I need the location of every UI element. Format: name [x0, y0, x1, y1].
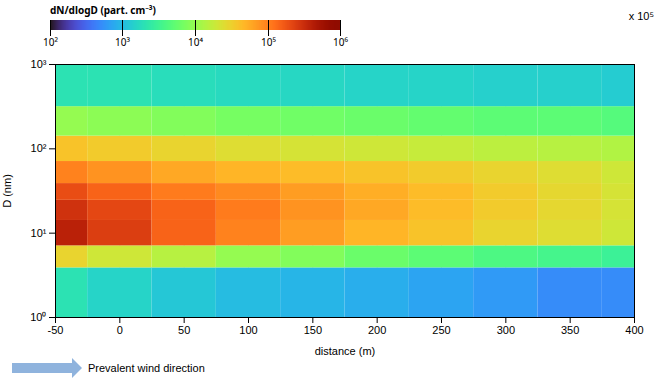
svg-text:400: 400: [625, 324, 643, 336]
svg-text:100: 100: [239, 324, 257, 336]
svg-text:dN/dlogD (part. cm⁻³): dN/dlogD (part. cm⁻³): [50, 3, 156, 17]
svg-text:50: 50: [178, 324, 190, 336]
svg-text:10¹: 10¹: [31, 227, 47, 239]
svg-text:10⁵: 10⁵: [261, 35, 276, 49]
svg-text:D (nm): D (nm): [1, 174, 13, 208]
svg-text:-50: -50: [48, 324, 64, 336]
html-text:x 10⁵: x 10⁵: [628, 10, 654, 22]
svg-text:200: 200: [368, 324, 386, 336]
svg-text:150: 150: [304, 324, 322, 336]
svg-text:10²: 10²: [43, 35, 58, 49]
svg-text:0: 0: [117, 324, 123, 336]
svg-text:10⁶: 10⁶: [333, 35, 348, 49]
svg-text:10⁴: 10⁴: [188, 35, 203, 49]
svg-text:10²: 10²: [31, 142, 47, 154]
svg-text:distance (m): distance (m): [315, 345, 376, 357]
svg-text:10³: 10³: [31, 58, 47, 70]
svg-text:250: 250: [432, 324, 450, 336]
svg-text:10⁰: 10⁰: [30, 311, 46, 323]
html-text:Prevalent wind direction: Prevalent wind direction: [88, 362, 205, 374]
svg-text:350: 350: [561, 324, 579, 336]
svg-text:300: 300: [497, 324, 515, 336]
svg-text:10³: 10³: [115, 35, 130, 49]
